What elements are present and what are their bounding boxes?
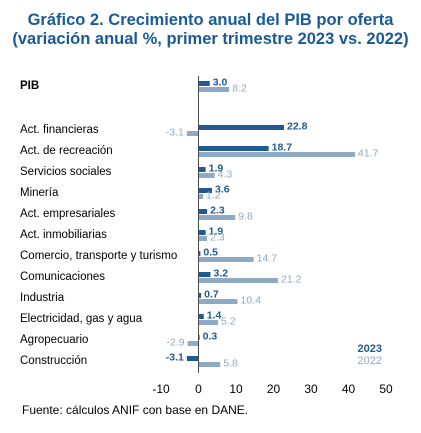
value-label-2023: 1.9 bbox=[209, 163, 224, 175]
bar-2022 bbox=[198, 215, 236, 220]
value-label-2022: -3.1 bbox=[166, 127, 184, 139]
bar-2022 bbox=[198, 278, 278, 283]
value-label-2023: 18.7 bbox=[272, 142, 293, 154]
bar-2022 bbox=[198, 194, 203, 199]
category-label: Comunicaciones bbox=[20, 271, 105, 283]
value-label-2022: 5.8 bbox=[223, 358, 238, 370]
category-label: Agropecuario bbox=[20, 334, 88, 346]
bar-2022 bbox=[198, 257, 254, 262]
value-label-2022: 1.2 bbox=[206, 190, 221, 202]
bar-2022 bbox=[198, 362, 221, 367]
legend-2022: 2022 bbox=[358, 355, 382, 367]
bar-2023 bbox=[198, 335, 200, 340]
bar-2022 bbox=[198, 87, 230, 92]
chart-title-line-1: Gráfico 2. Crecimiento anual del PIB por… bbox=[27, 11, 394, 29]
bar-2022 bbox=[198, 173, 215, 178]
value-label-2022: 8.2 bbox=[232, 83, 247, 95]
category-label: Electricidad, gas y agua bbox=[20, 313, 143, 325]
bar-2023 bbox=[198, 251, 201, 256]
value-label-2022: 41.7 bbox=[358, 148, 379, 160]
chart-title-line-2: (variación anual %, primer trimestre 202… bbox=[12, 30, 409, 48]
value-label-2023: 3.0 bbox=[213, 77, 228, 89]
bar-2023 bbox=[198, 272, 211, 277]
value-label-2022: 14.7 bbox=[257, 253, 278, 265]
value-label-2023: 2.3 bbox=[210, 205, 225, 217]
bar-2023 bbox=[198, 293, 202, 298]
category-label: PIB bbox=[20, 80, 39, 92]
value-label-2023: 1.9 bbox=[209, 226, 224, 238]
value-label-2022: 4.3 bbox=[218, 169, 233, 181]
value-label-2023: 0.7 bbox=[204, 289, 219, 301]
category-label: Industria bbox=[20, 292, 65, 304]
value-label-2022: 21.2 bbox=[281, 274, 302, 286]
value-label-2022: 10.4 bbox=[241, 295, 262, 307]
x-tick-label: 10 bbox=[229, 382, 243, 396]
category-label: Construcción bbox=[20, 355, 87, 367]
x-tick-label: 50 bbox=[379, 382, 393, 396]
category-label: Servicios sociales bbox=[20, 166, 112, 178]
bar-2022 bbox=[198, 320, 218, 325]
value-label-2023: -3.1 bbox=[166, 352, 184, 364]
value-label-2022: 9.8 bbox=[238, 211, 253, 223]
value-label-2023: 0.5 bbox=[203, 247, 218, 259]
value-label-2023: 3.2 bbox=[214, 268, 229, 280]
value-label-2023: 22.8 bbox=[287, 121, 308, 133]
x-tick-label: 30 bbox=[304, 382, 318, 396]
value-label-2023: 1.4 bbox=[207, 310, 222, 322]
bar-2023 bbox=[198, 81, 210, 86]
value-label-2023: 0.3 bbox=[203, 331, 218, 343]
bar-2022 bbox=[187, 341, 199, 346]
source-note: Fuente: cálculos ANIF con base en DANE. bbox=[22, 403, 249, 417]
x-tick-label: 20 bbox=[267, 382, 281, 396]
bar-2023 bbox=[198, 230, 206, 235]
value-label-2022: -2.9 bbox=[167, 337, 185, 349]
value-label-2023: 3.6 bbox=[215, 184, 230, 196]
bar-2022 bbox=[186, 131, 199, 136]
x-tick-label: 0 bbox=[195, 382, 202, 396]
bar-2022 bbox=[198, 299, 238, 304]
category-label: Comercio, transporte y turismo bbox=[20, 250, 177, 262]
bar-2022 bbox=[198, 236, 208, 241]
category-label: Minería bbox=[20, 187, 59, 199]
bar-2023 bbox=[198, 167, 206, 172]
x-tick-label: -10 bbox=[152, 382, 170, 396]
bar-2023 bbox=[198, 146, 269, 151]
category-label: Act. financieras bbox=[20, 124, 99, 136]
bar-2023 bbox=[198, 209, 208, 214]
category-label: Act. inmobiliarias bbox=[20, 229, 107, 241]
bar-2023 bbox=[186, 356, 199, 361]
bar-2023 bbox=[198, 314, 204, 319]
value-label-2022: 2.3 bbox=[210, 232, 225, 244]
category-label: Act. de recreación bbox=[20, 145, 113, 157]
x-tick-label: 40 bbox=[342, 382, 356, 396]
bar-2022 bbox=[198, 152, 355, 157]
bar-2023 bbox=[198, 125, 284, 130]
legend-2023: 2023 bbox=[358, 343, 382, 355]
bar-2023 bbox=[198, 188, 212, 193]
value-label-2022: 5.2 bbox=[221, 316, 236, 328]
category-label: Act. empresariales bbox=[20, 208, 115, 220]
